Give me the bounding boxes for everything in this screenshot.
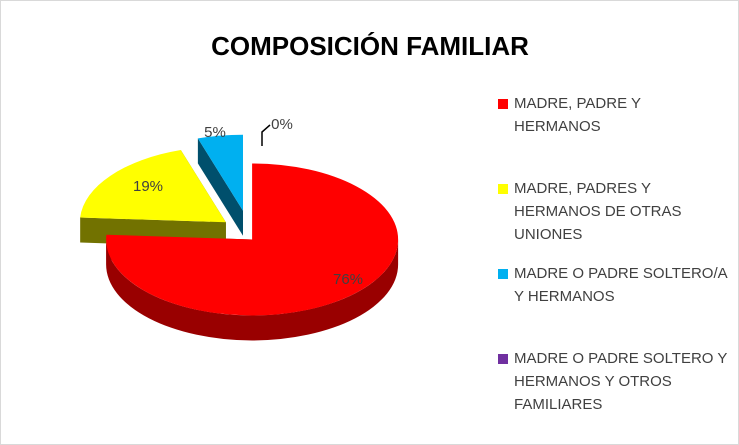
legend-label: MADRE O PADRE SOLTERO/A Y HERMANOS (514, 265, 727, 305)
slice-side (106, 239, 399, 341)
pie-slice (80, 149, 226, 223)
data-label: 76% (333, 271, 363, 288)
legend-item: MADRE O PADRE SOLTERO Y HERMANOS Y OTROS… (498, 347, 730, 432)
legend-label: MADRE O PADRE SOLTERO Y HERMANOS Y OTROS… (514, 350, 728, 413)
pie: 76% 19% 5% 0% (80, 116, 399, 341)
legend-label: MADRE, PADRE Y HERMANOS (514, 95, 641, 135)
pie-slice (197, 134, 243, 211)
pie-slice (106, 163, 399, 316)
legend-item: MADRE, PADRES Y HERMANOS DE OTRAS UNIONE… (498, 177, 730, 262)
data-label: 0% (271, 116, 293, 133)
chart-title: COMPOSICIÓN FAMILIAR (211, 31, 529, 61)
legend-swatch (498, 354, 508, 364)
leader-line (261, 124, 271, 146)
data-label: 19% (133, 178, 163, 195)
data-label: 5% (204, 124, 226, 141)
legend-swatch (498, 269, 508, 279)
legend-swatch (498, 184, 508, 194)
legend-swatch (498, 99, 508, 109)
legend-item: MADRE O PADRE SOLTERO/A Y HERMANOS (498, 262, 730, 347)
slice-side (197, 138, 243, 236)
legend-label: MADRE, PADRES Y HERMANOS DE OTRAS UNIONE… (514, 180, 682, 243)
legend-item: MADRE, PADRE Y HERMANOS (498, 92, 730, 177)
slice-tops (80, 134, 399, 316)
legend: MADRE, PADRE Y HERMANOS MADRE, PADRES Y H… (498, 92, 730, 432)
